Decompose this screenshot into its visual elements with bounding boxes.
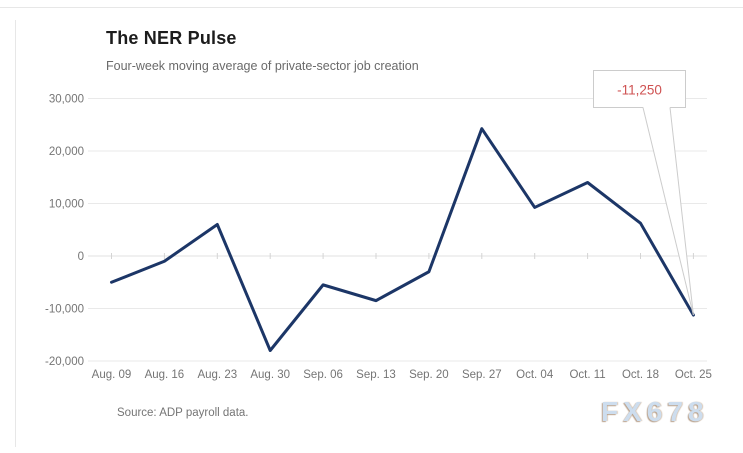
x-tick-label: Aug. 23 xyxy=(197,369,237,381)
x-tick-label: Sep. 27 xyxy=(462,369,502,381)
x-tick-label: Aug. 30 xyxy=(250,369,290,381)
chart-subtitle: Four-week moving average of private-sect… xyxy=(106,59,419,73)
x-axis-ticks xyxy=(111,253,694,259)
y-tick-label: -20,000 xyxy=(45,356,84,368)
annotation-callout: -11,250 xyxy=(593,70,694,316)
y-tick-label: 30,000 xyxy=(49,94,84,106)
x-tick-label: Aug. 09 xyxy=(92,369,132,381)
fx678-watermark: FX678 xyxy=(601,396,709,427)
y-tick-label: 10,000 xyxy=(49,199,84,211)
y-tick-label: 0 xyxy=(78,251,84,263)
x-tick-label: Sep. 13 xyxy=(356,369,396,381)
x-tick-label: Sep. 06 xyxy=(303,369,343,381)
x-tick-label: Oct. 25 xyxy=(675,369,712,381)
data-line xyxy=(110,127,695,352)
x-tick-label: Sep. 20 xyxy=(409,369,449,381)
source-note: Source: ADP payroll data. xyxy=(117,407,249,419)
x-tick-label: Oct. 18 xyxy=(622,369,659,381)
gridlines xyxy=(88,98,707,362)
annotation-value: -11,250 xyxy=(617,83,662,98)
y-tick-label: -10,000 xyxy=(45,304,84,316)
y-tick-label: 20,000 xyxy=(49,146,84,158)
x-tick-label: Aug. 16 xyxy=(145,369,185,381)
top-border-line xyxy=(0,7,743,8)
chart-title: The NER Pulse xyxy=(106,28,237,48)
x-axis-labels: Aug. 09 Aug. 16 Aug. 23 Aug. 30 Sep. 06 Sep. … xyxy=(92,369,712,381)
x-tick-label: Oct. 11 xyxy=(569,369,605,381)
x-tick-label: Oct. 04 xyxy=(516,369,554,381)
left-border-line xyxy=(15,20,16,447)
y-axis-labels: 30,000 20,000 10,000 0 -10,000 -20,000 xyxy=(45,94,84,369)
